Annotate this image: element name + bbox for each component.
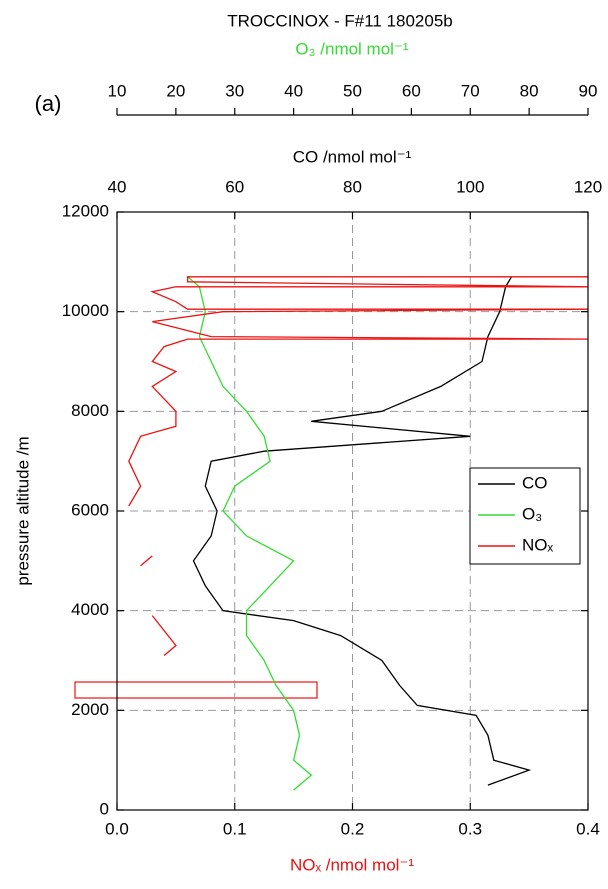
legend-label: CO [522, 473, 548, 492]
x-tick-label: 60 [225, 177, 244, 196]
x-tick-label: 40 [108, 177, 127, 196]
y-tick-label: 10000 [62, 301, 109, 320]
x-tick-label: 80 [343, 177, 362, 196]
x-tick-label: 20 [166, 81, 185, 100]
x-tick-label: 0.2 [341, 819, 365, 838]
x-tick-label: 30 [225, 81, 244, 100]
x-tick-label: 60 [402, 81, 421, 100]
chart-title: TROCCINOX - F#11 180205b [227, 11, 453, 30]
y-tick-label: 6000 [71, 500, 109, 519]
x-tick-label: 0.4 [576, 819, 600, 838]
legend-label: NOₓ [522, 535, 554, 554]
y-tick-label: 12000 [62, 201, 109, 220]
legend-label: O₃ [522, 504, 542, 523]
y-tick-label: 2000 [71, 700, 109, 719]
y-tick-label: 0 [100, 799, 109, 818]
x-tick-label: 0.1 [223, 819, 247, 838]
series-line [128, 276, 589, 656]
x-tick-label: 100 [456, 177, 484, 196]
x-tick-label: 90 [579, 81, 598, 100]
x-tick-label: 10 [108, 81, 127, 100]
x-tick-label: 70 [461, 81, 480, 100]
nox-axis-title: NOₓ /nmol mol⁻¹ [290, 855, 414, 874]
series-line [187, 276, 313, 791]
y-axis-title: pressure altitude /m [13, 436, 32, 585]
x-tick-label: 0.0 [105, 819, 129, 838]
highlight-box [74, 681, 318, 699]
x-tick-label: 40 [284, 81, 303, 100]
x-tick-label: 50 [343, 81, 362, 100]
y-tick-label: 8000 [71, 401, 109, 420]
x-tick-label: 120 [574, 177, 602, 196]
x-tick-label: 0.3 [458, 819, 482, 838]
o3-axis-title: O₃ /nmol mol⁻¹ [295, 39, 409, 58]
x-tick-label: 80 [520, 81, 539, 100]
y-tick-label: 4000 [71, 600, 109, 619]
co-axis-title: CO /nmol mol⁻¹ [293, 147, 412, 166]
panel-label: (a) [35, 91, 62, 116]
series-line [192, 276, 532, 786]
